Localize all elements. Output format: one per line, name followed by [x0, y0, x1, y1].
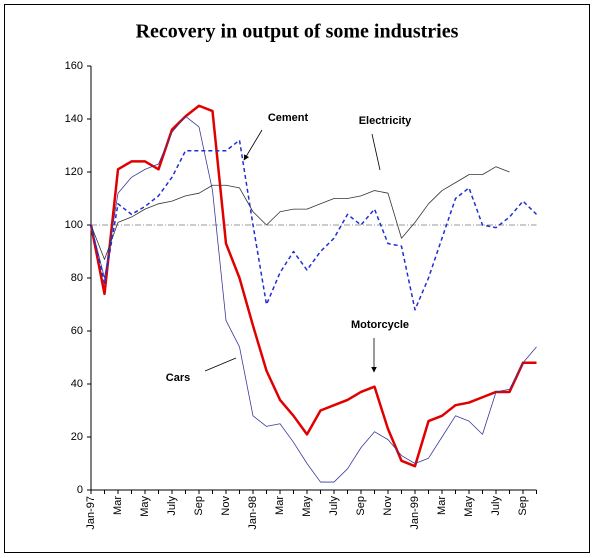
series-line — [90, 166, 510, 260]
x-tick-label: July — [328, 496, 340, 516]
annotation-arrow — [204, 357, 237, 372]
x-tick-label: Jan-99 — [409, 496, 421, 530]
x-tick-label: Jan-97 — [85, 496, 97, 530]
frame — [4, 4, 590, 553]
annotation: Cars — [166, 372, 190, 384]
x-tick-label: Mar — [436, 496, 448, 515]
annotation-arrow — [243, 129, 263, 161]
x-tick-label: Nov — [220, 496, 232, 516]
y-tick-label: 140 — [65, 113, 83, 125]
series-line — [90, 115, 537, 483]
x-tick-label: Mar — [112, 496, 124, 515]
annotation: Cement — [268, 112, 309, 124]
x-tick-label: July — [166, 496, 178, 516]
x-tick-label: May — [463, 496, 475, 517]
annotation: Electricity — [359, 115, 412, 127]
x-tick-label: May — [139, 496, 151, 517]
x-tick-label: Sep — [355, 496, 367, 516]
chart-title: Recovery in output of some industries — [136, 21, 459, 43]
x-tick-label: Nov — [382, 496, 394, 516]
y-tick-label: 80 — [71, 272, 83, 284]
y-tick-label: 20 — [71, 431, 83, 443]
x-tick-label: Sep — [193, 496, 205, 516]
y-tick-label: 120 — [65, 166, 83, 178]
annotation-arrow — [371, 133, 381, 171]
y-tick-label: 40 — [71, 378, 83, 390]
y-tick-label: 100 — [65, 219, 83, 231]
series-line — [90, 139, 538, 311]
y-tick-label: 160 — [65, 60, 83, 72]
annotation: Motorcycle — [351, 319, 409, 331]
x-tick-label: Sep — [517, 496, 529, 516]
x-tick-label: July — [490, 496, 502, 516]
series-line — [89, 104, 537, 468]
y-tick-label: 60 — [71, 325, 83, 337]
x-tick-label: May — [301, 496, 313, 517]
x-tick-label: Mar — [274, 496, 286, 515]
x-tick-label: Jan-98 — [247, 496, 259, 530]
y-tick-label: 0 — [77, 484, 83, 496]
